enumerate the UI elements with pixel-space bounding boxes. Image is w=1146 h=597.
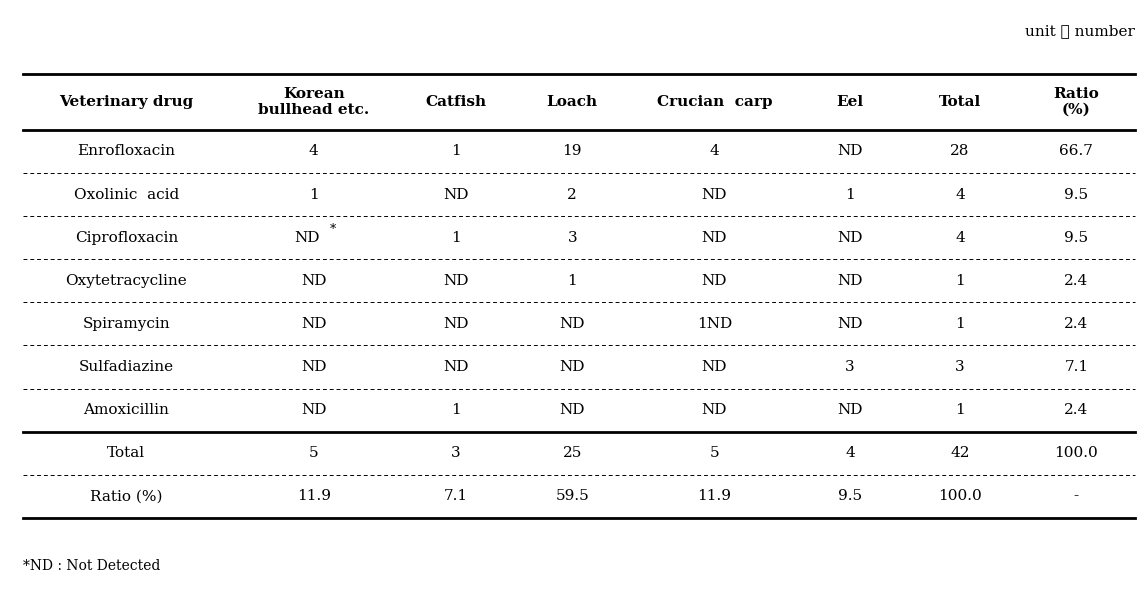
Text: ND: ND [301, 274, 327, 288]
Text: ND: ND [559, 403, 584, 417]
Text: 4: 4 [955, 230, 965, 245]
Text: Sulfadiazine: Sulfadiazine [79, 360, 174, 374]
Text: ND: ND [444, 360, 469, 374]
Text: *: * [330, 223, 337, 236]
Text: Oxytetracycline: Oxytetracycline [65, 274, 187, 288]
Text: Oxolinic  acid: Oxolinic acid [73, 187, 179, 202]
Text: 9.5: 9.5 [838, 490, 862, 503]
Text: 2: 2 [567, 187, 578, 202]
Text: 1: 1 [846, 187, 855, 202]
Text: ND: ND [559, 360, 584, 374]
Text: ND: ND [295, 230, 320, 245]
Text: unit ： number: unit ： number [1025, 24, 1135, 38]
Text: ND: ND [701, 403, 728, 417]
Text: 59.5: 59.5 [556, 490, 589, 503]
Text: Total: Total [939, 95, 981, 109]
Text: 1: 1 [567, 274, 578, 288]
Text: ND: ND [701, 360, 728, 374]
Text: 5: 5 [309, 446, 319, 460]
Text: 1: 1 [955, 403, 965, 417]
Text: Total: Total [108, 446, 146, 460]
Text: Ratio
(%): Ratio (%) [1053, 87, 1099, 117]
Text: ND: ND [444, 274, 469, 288]
Text: 1: 1 [309, 187, 319, 202]
Text: 3: 3 [567, 230, 578, 245]
Text: Loach: Loach [547, 95, 598, 109]
Text: ND: ND [444, 317, 469, 331]
Text: ND: ND [559, 317, 584, 331]
Text: 4: 4 [955, 187, 965, 202]
Text: 1: 1 [955, 274, 965, 288]
Text: 9.5: 9.5 [1065, 230, 1089, 245]
Text: 9.5: 9.5 [1065, 187, 1089, 202]
Text: ND: ND [838, 317, 863, 331]
Text: 7.1: 7.1 [1065, 360, 1089, 374]
Text: *ND : Not Detected: *ND : Not Detected [23, 559, 160, 573]
Text: 2.4: 2.4 [1065, 317, 1089, 331]
Text: 2.4: 2.4 [1065, 274, 1089, 288]
Text: ND: ND [701, 274, 728, 288]
Text: 1: 1 [955, 317, 965, 331]
Text: 100.0: 100.0 [939, 490, 982, 503]
Text: Amoxicillin: Amoxicillin [84, 403, 170, 417]
Text: Eel: Eel [837, 95, 864, 109]
Text: Veterinary drug: Veterinary drug [60, 95, 194, 109]
Text: 42: 42 [950, 446, 970, 460]
Text: 1: 1 [452, 403, 461, 417]
Text: 1: 1 [452, 230, 461, 245]
Text: 3: 3 [956, 360, 965, 374]
Text: 25: 25 [563, 446, 582, 460]
Text: 5: 5 [709, 446, 720, 460]
Text: 11.9: 11.9 [297, 490, 331, 503]
Text: 3: 3 [452, 446, 461, 460]
Text: 1: 1 [452, 144, 461, 158]
Text: 28: 28 [950, 144, 970, 158]
Text: 3: 3 [846, 360, 855, 374]
Text: ND: ND [301, 403, 327, 417]
Text: ND: ND [301, 360, 327, 374]
Text: ND: ND [838, 274, 863, 288]
Text: Spiramycin: Spiramycin [83, 317, 170, 331]
Text: ND: ND [701, 230, 728, 245]
Text: Ratio (%): Ratio (%) [91, 490, 163, 503]
Text: 1ND: 1ND [697, 317, 732, 331]
Text: Ciprofloxacin: Ciprofloxacin [74, 230, 178, 245]
Text: Crucian  carp: Crucian carp [657, 95, 772, 109]
Text: 4: 4 [709, 144, 720, 158]
Text: ND: ND [301, 317, 327, 331]
Text: 4: 4 [846, 446, 855, 460]
Text: 2.4: 2.4 [1065, 403, 1089, 417]
Text: ND: ND [701, 187, 728, 202]
Text: ND: ND [838, 230, 863, 245]
Text: Korean
bullhead etc.: Korean bullhead etc. [258, 87, 369, 117]
Text: 100.0: 100.0 [1054, 446, 1098, 460]
Text: -: - [1074, 490, 1078, 503]
Text: 4: 4 [309, 144, 319, 158]
Text: ND: ND [838, 144, 863, 158]
Text: Catfish: Catfish [425, 95, 487, 109]
Text: 19: 19 [563, 144, 582, 158]
Text: 11.9: 11.9 [698, 490, 731, 503]
Text: Enrofloxacin: Enrofloxacin [77, 144, 175, 158]
Text: 66.7: 66.7 [1059, 144, 1093, 158]
Text: 7.1: 7.1 [444, 490, 468, 503]
Text: ND: ND [444, 187, 469, 202]
Text: ND: ND [838, 403, 863, 417]
